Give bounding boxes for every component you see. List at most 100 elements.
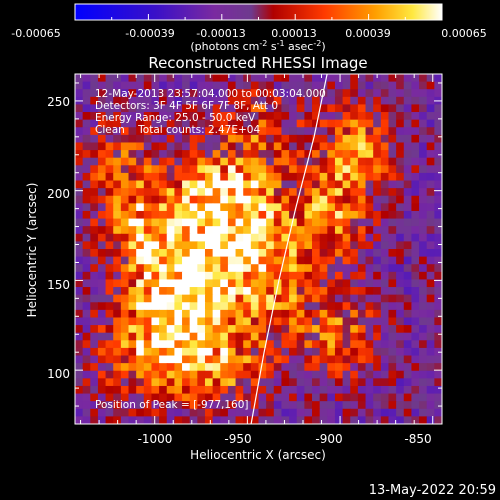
heatmap-cell [174, 157, 183, 166]
heatmap-cell [396, 112, 405, 121]
heatmap-cell [174, 203, 183, 212]
heatmap-cell [90, 188, 99, 197]
heatmap-cell [128, 309, 137, 319]
heatmap-cell [411, 256, 420, 265]
heatmap-cell [411, 249, 420, 258]
heatmap-cell [243, 226, 252, 235]
heatmap-cell [426, 264, 435, 273]
heatmap-cell [388, 127, 397, 136]
heatmap-cell [189, 287, 198, 296]
heatmap-cell [426, 81, 435, 90]
heatmap-cell [204, 150, 214, 159]
heatmap-cell [235, 172, 244, 182]
heatmap-cell [258, 309, 267, 319]
heatmap-cell [357, 332, 367, 341]
heatmap-cell [182, 393, 191, 402]
heatmap-cell [189, 332, 198, 341]
heatmap-cell [151, 340, 160, 349]
heatmap-cell [304, 393, 313, 402]
heatmap-cell [120, 332, 130, 341]
heatmap-cell [357, 279, 367, 288]
heatmap-cell [296, 347, 305, 357]
heatmap-cell [403, 150, 413, 159]
heatmap-cell [82, 81, 91, 90]
heatmap-cell [113, 233, 122, 242]
heatmap-cell [159, 142, 168, 151]
heatmap-cell [266, 226, 275, 235]
heatmap-cell [166, 294, 175, 303]
heatmap-cell [75, 416, 84, 424]
heatmap-cell [266, 363, 275, 372]
heatmap-cell [334, 172, 344, 182]
heatmap-cell [82, 74, 91, 83]
heatmap-cell [365, 408, 374, 417]
heatmap-cell [266, 104, 275, 113]
heatmap-cell [426, 271, 435, 281]
heatmap-cell [350, 264, 359, 273]
heatmap-cell [312, 317, 321, 326]
heatmap-cell [82, 150, 91, 159]
heatmap-cell [197, 104, 206, 113]
heatmap-cell [197, 180, 206, 189]
heatmap-cell [82, 233, 91, 242]
heatmap-cell [296, 370, 305, 379]
heatmap-cell [151, 195, 160, 204]
heatmap-cell [434, 241, 442, 250]
heatmap-cell [380, 127, 390, 136]
heatmap-cell [235, 74, 244, 83]
heatmap-cell [419, 249, 428, 258]
heatmap-cell [166, 241, 175, 250]
heatmap-cell [120, 378, 130, 387]
heatmap-cell [220, 271, 229, 281]
heatmap-cell [197, 385, 206, 395]
heatmap-cell [327, 317, 336, 326]
heatmap-cell [388, 256, 397, 265]
heatmap-cell [97, 241, 107, 250]
heatmap-cell [90, 210, 99, 220]
heatmap-cell [426, 393, 435, 402]
heatmap-cell [334, 165, 344, 174]
heatmap-cell [189, 210, 198, 220]
heatmap-cell [136, 256, 145, 265]
heatmap-cell [357, 210, 367, 220]
heatmap-cell [182, 134, 191, 144]
heatmap-cell [312, 347, 321, 357]
heatmap-cell [419, 378, 428, 387]
heatmap-cell [304, 119, 313, 128]
y-tick-label: 100 [47, 367, 70, 381]
heatmap-cell [212, 81, 221, 90]
heatmap-cell [319, 385, 328, 395]
heatmap-cell [227, 203, 237, 212]
heatmap-cell [243, 104, 252, 113]
heatmap-cell [197, 249, 206, 258]
heatmap-cell [151, 332, 160, 341]
heatmap-cell [426, 127, 435, 136]
heatmap-cell [312, 385, 321, 395]
heatmap-cell [204, 340, 214, 349]
heatmap-cell [143, 203, 153, 212]
heatmap-cell [227, 172, 237, 182]
heatmap-cell [82, 119, 91, 128]
heatmap-cell [350, 165, 359, 174]
heatmap-cell [396, 104, 405, 113]
heatmap-cell [411, 363, 420, 372]
heatmap-cell [227, 363, 237, 372]
heatmap-cell [334, 74, 344, 83]
heatmap-cell [373, 180, 382, 189]
heatmap-cell [296, 325, 305, 334]
heatmap-cell [166, 347, 175, 357]
heatmap-cell [350, 249, 359, 258]
heatmap-cell [143, 271, 153, 281]
heatmap-cell [411, 355, 420, 364]
heatmap-cell [426, 226, 435, 235]
heatmap-cell [75, 203, 84, 212]
heatmap-cell [243, 180, 252, 189]
heatmap-cell [159, 264, 168, 273]
heatmap-cell [174, 385, 183, 395]
heatmap-cell [281, 210, 290, 220]
heatmap-cell [273, 165, 283, 174]
heatmap-cell [289, 325, 298, 334]
heatmap-cell [380, 401, 390, 410]
heatmap-cell [128, 180, 137, 189]
heatmap-cell [75, 378, 84, 387]
